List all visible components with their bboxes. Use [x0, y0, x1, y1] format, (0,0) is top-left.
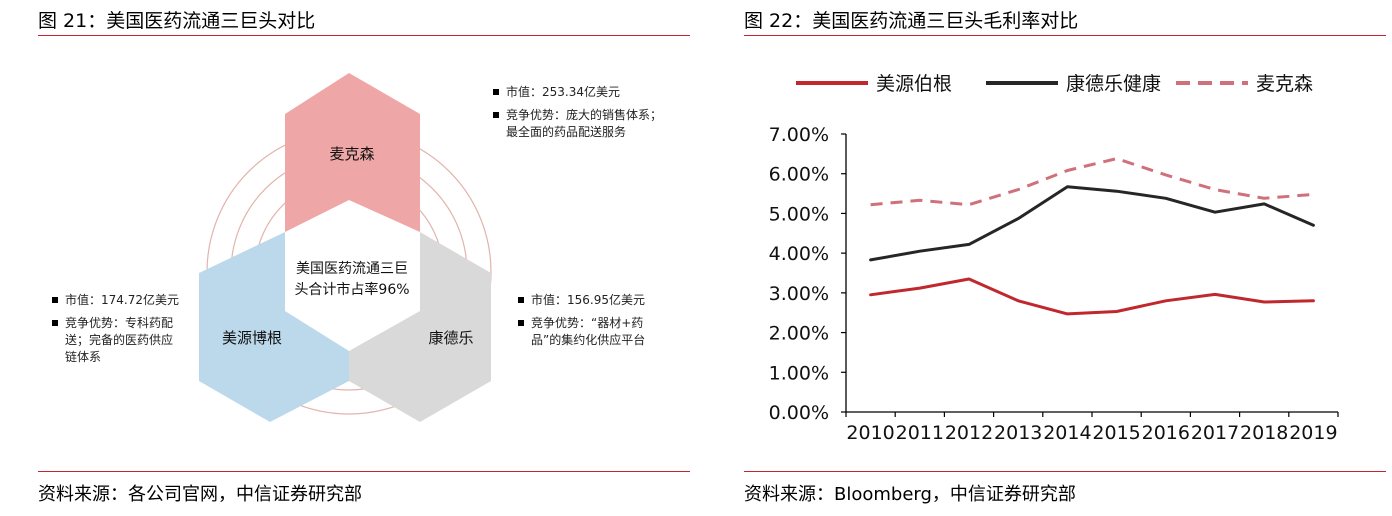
mckesson-advantage: 竞争优势：庞大的销售体系； 最全面的药品配送服务 [506, 108, 663, 139]
title-rule [38, 35, 690, 36]
y-tick-label: 7.00% [769, 124, 829, 146]
figure-22-title: 图 22：美国医药流通三巨头毛利率对比 [744, 10, 1079, 32]
title-rule [744, 35, 1386, 36]
y-tick-label: 6.00% [769, 164, 829, 186]
cardinal-label: 康德乐 [428, 329, 473, 347]
x-tick-label: 2014 [1043, 422, 1091, 444]
gross-margin-line-chart: 美源伯根 康德乐健康 麦克森 0.00% 1.00% 2.00% 3.00% 4.00% 5.… [769, 73, 1339, 444]
x-tick-label: 2017 [1191, 422, 1239, 444]
right-figure: 图 22：美国医药流通三巨头毛利率对比 美源伯根 康德乐健康 麦克森 0.00% 1.… [744, 0, 1392, 516]
series-line-2 [870, 157, 1314, 207]
bullet-square-icon [518, 320, 524, 326]
x-tick-label: 2018 [1240, 422, 1288, 444]
figure-21-source: 资料来源：各公司官网，中信证券研究部 [38, 484, 362, 505]
legend-label-0: 美源伯根 [876, 73, 952, 95]
x-tick-label: 2012 [945, 422, 993, 444]
legend-label-1: 康德乐健康 [1066, 73, 1161, 95]
bullet-square-icon [52, 320, 58, 326]
y-tick-label: 1.00% [769, 362, 829, 384]
amerisource-bullets: 市值：174.72亿美元 竞争优势：专科药配 送；完备的医药供应 链体系 [52, 292, 202, 372]
chart-series [869, 157, 1315, 316]
series-line-0 [869, 277, 1315, 316]
mckesson-bullets: 市值：253.34亿美元 竞争优势：庞大的销售体系； 最全面的药品配送服务 [493, 84, 693, 147]
left-figure: 图 21：美国医药流通三巨头对比 美国医药流通三巨 头合计市占率96% 麦克森 … [38, 10, 693, 505]
amerisource-label: 美源博根 [222, 329, 282, 347]
figure-21-title: 图 21：美国医药流通三巨头对比 [38, 10, 316, 32]
center-text-line-2: 头合计市占率96% [294, 281, 409, 298]
y-tick-label: 0.00% [769, 402, 829, 424]
center-hexagon [285, 200, 420, 351]
legend-label-2: 麦克森 [1256, 73, 1313, 95]
y-tick-label: 2.00% [769, 323, 829, 345]
cardinal-bullets: 市值：156.95亿美元 竞争优势：“器材+药 品”的集约化供应平台 [518, 292, 693, 355]
x-tick-label: 2016 [1142, 422, 1190, 444]
x-tick-label: 2010 [846, 422, 894, 444]
y-tick-label: 3.00% [769, 283, 829, 305]
mckesson-label: 麦克森 [329, 145, 374, 163]
chart-axes: 0.00% 1.00% 2.00% 3.00% 4.00% 5.00% 6.00% 7.00%… [769, 124, 1339, 444]
amerisource-market-cap: 市值：174.72亿美元 [65, 293, 179, 307]
amerisource-advantage: 竞争优势：专科药配 送；完备的医药供应 链体系 [65, 316, 174, 364]
x-tick-label: 2013 [994, 422, 1042, 444]
x-tick-label: 2015 [1092, 422, 1140, 444]
cardinal-advantage: 竞争优势：“器材+药 品”的集约化供应平台 [531, 316, 646, 347]
bullet-square-icon [493, 112, 499, 118]
x-tick-label: 2019 [1289, 422, 1337, 444]
source-rule [744, 471, 1386, 472]
bullet-square-icon [518, 297, 524, 303]
y-tick-label: 5.00% [769, 203, 829, 225]
chart-legend: 美源伯根 康德乐健康 麦克森 [796, 73, 1313, 95]
y-tick-label: 4.00% [769, 243, 829, 265]
figure-22-source: 资料来源：Bloomberg，中信证券研究部 [744, 484, 1076, 505]
cardinal-market-cap: 市值：156.95亿美元 [531, 293, 645, 307]
bullet-square-icon [493, 89, 499, 95]
mckesson-market-cap: 市值：253.34亿美元 [506, 85, 620, 99]
series-line-1 [869, 185, 1315, 262]
center-text-line-1: 美国医药流通三巨 [296, 261, 408, 277]
source-rule [38, 471, 690, 472]
bullet-square-icon [52, 297, 58, 303]
hexagon-diagram: 美国医药流通三巨 头合计市占率96% 麦克森 美源博根 康德乐 [199, 73, 492, 422]
x-tick-label: 2011 [896, 422, 944, 444]
